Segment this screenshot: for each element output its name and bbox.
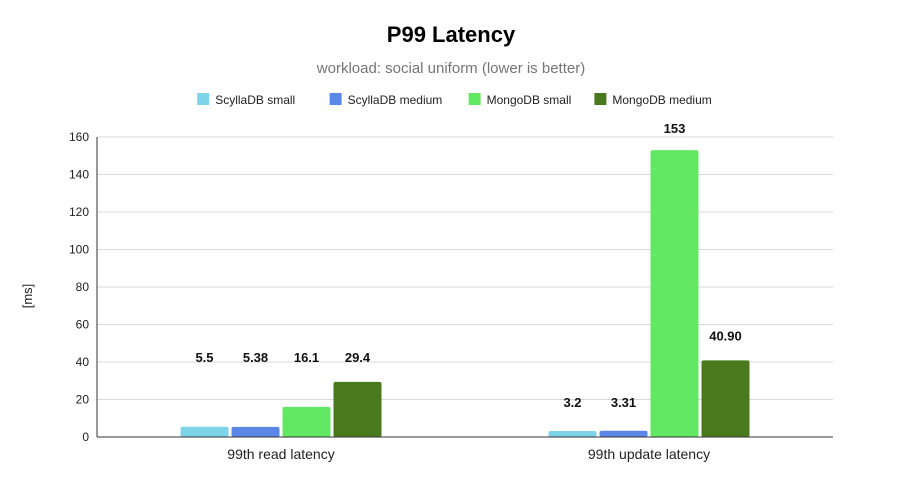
legend-label: MongoDB medium [612,93,711,107]
y-tick-label: 80 [76,280,90,294]
data-label: 40.90 [709,328,742,343]
x-category-label: 99th update latency [588,446,710,462]
x-category-label: 99th read latency [227,446,334,462]
data-label: 3.31 [611,395,636,410]
data-label: 5.5 [195,350,213,365]
y-tick-label: 160 [69,130,89,144]
legend-swatch [468,93,481,105]
y-tick-label: 40 [76,355,90,369]
bars-layer [180,150,750,437]
y-tick-label: 100 [69,243,89,257]
bar [548,431,597,437]
legend-swatch [329,93,342,105]
bar [231,426,280,437]
y-axis-label: [ms] [20,284,35,309]
data-label: 3.2 [563,395,581,410]
bar [599,430,648,437]
bar [701,360,750,437]
bar [282,406,331,437]
y-tick-label: 140 [69,168,89,182]
bar [180,426,229,437]
data-label: 16.1 [294,350,319,365]
chart-subtitle: workload: social uniform (lower is bette… [316,60,585,77]
legend-label: ScyllaDB medium [348,93,443,107]
data-label: 29.4 [345,350,371,365]
data-labels-layer: 5.5 5.38 16.1 29.4 3.2 3.31 153 40.90 [195,121,741,410]
legend-label: ScyllaDB small [215,93,295,107]
legend-swatch [197,93,210,105]
grid-layer [97,136,833,400]
legend-label: MongoDB small [487,93,572,107]
legend-swatch [594,93,607,105]
bar [650,150,699,437]
y-tick-label: 60 [76,318,90,332]
y-tick-label: 120 [69,205,89,219]
data-label: 153 [664,121,686,136]
axes-layer: 0 20 40 60 80 100 120 140 160 99th read latency 99… [69,130,833,462]
chart-title: P99 Latency [387,22,516,47]
y-tick-label: 20 [76,393,90,407]
data-label: 5.38 [243,350,268,365]
y-tick-label: 0 [82,430,89,444]
legend: ScyllaDB small ScyllaDB medium MongoDB sma… [197,93,712,107]
bar [333,381,382,437]
